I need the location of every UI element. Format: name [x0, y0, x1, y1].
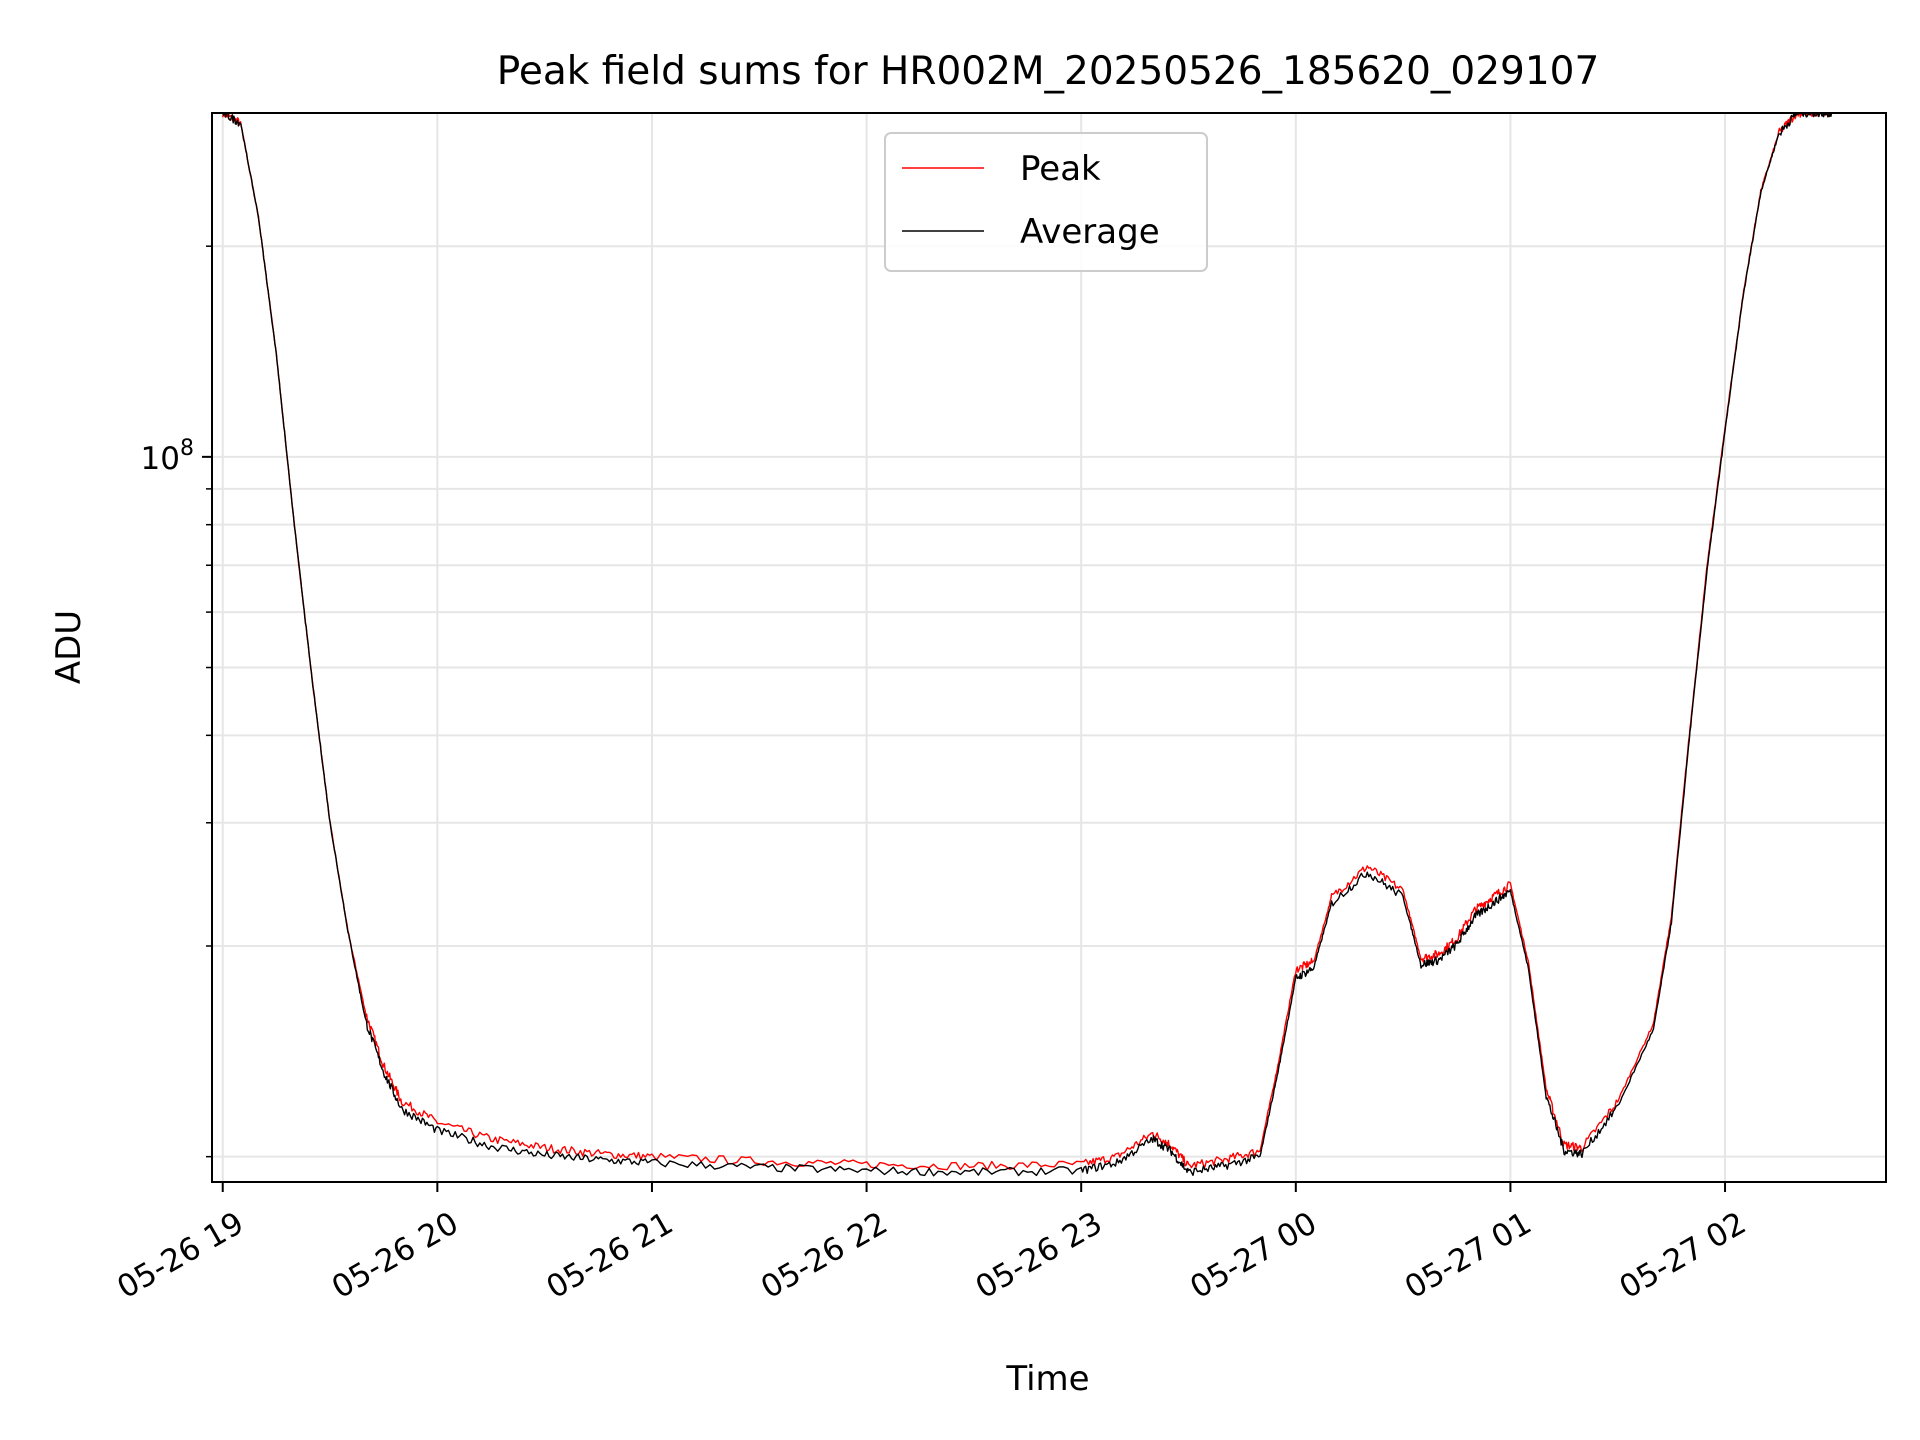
legend-label-peak: Peak — [1020, 149, 1101, 189]
x-axis-label: Time — [1005, 1359, 1089, 1399]
plot-frame — [211, 112, 1887, 1183]
y-axis-ticks: 108 — [141, 245, 212, 1158]
y-axis-label: ADU — [49, 610, 89, 684]
series-group — [222, 112, 1833, 1177]
y-tick-label: 108 — [141, 436, 194, 477]
legend: Peak Average — [884, 132, 1208, 272]
legend-label-average: Average — [1020, 212, 1160, 252]
series-line-average — [222, 112, 1833, 1177]
grid — [212, 113, 1886, 1182]
chart-title: Peak field sums for HR002M_20250526_1856… — [497, 49, 1600, 94]
